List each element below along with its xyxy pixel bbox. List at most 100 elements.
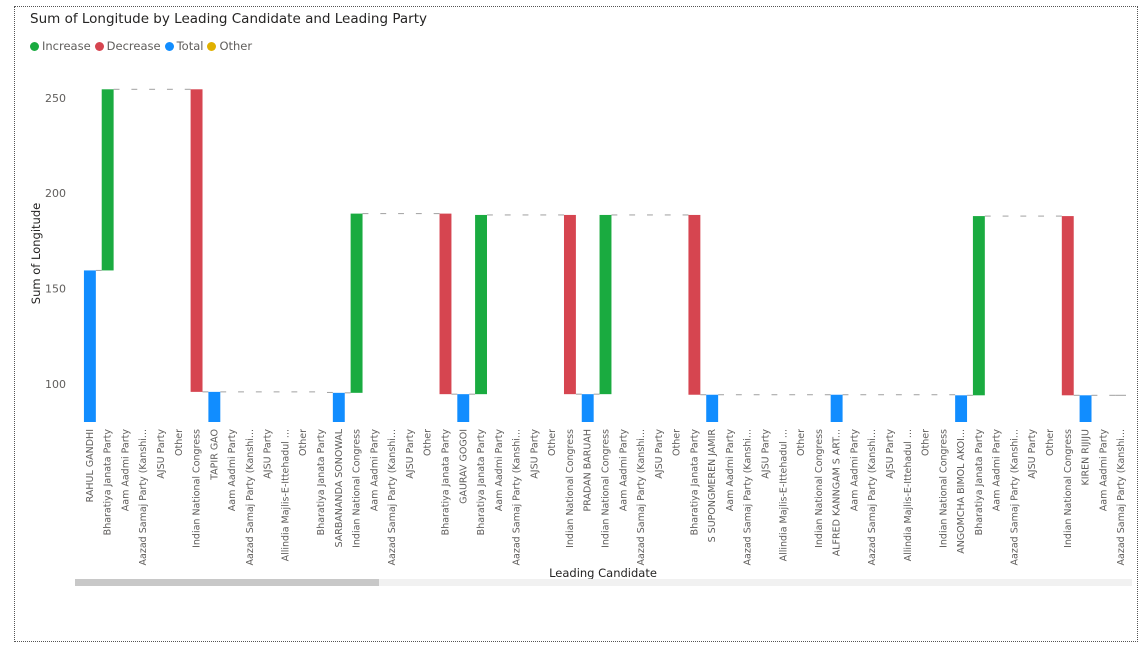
x-category-label: RAHUL GANDHI bbox=[85, 429, 96, 502]
x-category-label: Other bbox=[672, 429, 683, 456]
x-category-label: AJSU Party bbox=[1027, 429, 1038, 479]
x-category-label: Other bbox=[547, 429, 558, 456]
bar-total bbox=[706, 394, 719, 422]
x-category-label: Indian National Congress bbox=[352, 429, 363, 548]
x-category-label: AJSU Party bbox=[529, 429, 540, 479]
x-category-label: Indian National Congress bbox=[601, 429, 612, 548]
x-category-label: Bharatiya Janata Party bbox=[103, 429, 114, 536]
bar-increase bbox=[475, 214, 487, 395]
x-category-label: Bharatiya Janata Party bbox=[974, 429, 985, 536]
bar-total bbox=[955, 395, 968, 422]
bar-decrease bbox=[439, 213, 452, 395]
x-category-label: Aam Aadmi Party bbox=[849, 429, 860, 512]
legend-label-decrease: Decrease bbox=[106, 39, 161, 53]
x-category-label: AJSU Party bbox=[761, 429, 772, 479]
x-category-label: Aazad Samaj Party (Kanshi... bbox=[1116, 429, 1127, 565]
bar-total bbox=[83, 270, 96, 422]
bar-total bbox=[581, 394, 594, 422]
x-category-label: Indian National Congress bbox=[1063, 429, 1074, 548]
legend-dot-decrease-icon bbox=[94, 41, 104, 51]
x-category-label: Indian National Congress bbox=[938, 429, 949, 548]
bar-decrease bbox=[1061, 216, 1074, 396]
x-category-label: Aam Aadmi Party bbox=[992, 429, 1003, 512]
bar-total bbox=[208, 391, 221, 422]
x-category-label: Aazad Samaj Party (Kanshi... bbox=[138, 429, 149, 565]
x-category-label: Aam Aadmi Party bbox=[494, 429, 505, 512]
x-category-label: Aam Aadmi Party bbox=[120, 429, 131, 512]
visual-container bbox=[14, 6, 1138, 642]
legend-dot-increase-icon bbox=[30, 41, 39, 51]
x-category-label: Other bbox=[174, 429, 185, 456]
y-tick-label: 100 bbox=[45, 378, 66, 391]
x-category-label: Allindia Majlis-E-Ittehadul ... bbox=[903, 429, 914, 561]
bar-decrease bbox=[688, 214, 701, 395]
x-category-label: PRADAN BARUAH bbox=[583, 429, 594, 511]
x-category-label: AJSU Party bbox=[885, 429, 896, 479]
y-axis-title: Sum of Longitude bbox=[29, 203, 43, 304]
x-category-label: Bharatiya Janata Party bbox=[440, 429, 451, 536]
x-category-label: ANGOMCHA BIMOL AKOI... bbox=[956, 429, 967, 554]
legend-dot-total-icon bbox=[164, 41, 174, 51]
legend-item-other[interactable]: Other bbox=[207, 39, 252, 53]
x-category-label: Aazad Samaj Party (Kanshi... bbox=[245, 429, 256, 565]
x-category-label: Aazad Samaj Party (Kanshi... bbox=[636, 429, 647, 565]
x-category-label: Allindia Majlis-E-Ittehadul ... bbox=[778, 429, 789, 561]
bar-total bbox=[1079, 395, 1092, 422]
x-category-label: Aam Aadmi Party bbox=[227, 429, 238, 512]
x-category-label: KIREN RIJIJU bbox=[1081, 429, 1092, 486]
x-category-label: Bharatiya Janata Party bbox=[689, 429, 700, 536]
bar-total bbox=[457, 394, 470, 422]
x-category-label: Bharatiya Janata Party bbox=[316, 429, 327, 536]
legend-item-decrease[interactable]: Decrease bbox=[94, 39, 161, 53]
x-category-label: Allindia Majlis-E-Ittehadul ... bbox=[280, 429, 291, 561]
x-category-label: TAPIR GAO bbox=[209, 429, 220, 481]
horizontal-scrollbar-thumb[interactable] bbox=[75, 579, 379, 586]
legend-item-increase[interactable]: Increase bbox=[30, 39, 91, 53]
x-category-label: Other bbox=[921, 429, 932, 456]
bar-decrease bbox=[190, 89, 203, 392]
x-category-label: Indian National Congress bbox=[565, 429, 576, 548]
x-category-label: GAURAV GOGOI bbox=[458, 429, 469, 504]
legend-label-other: Other bbox=[219, 39, 253, 53]
chart-legend: Increase Decrease Total Other bbox=[30, 39, 256, 53]
x-category-label: Aazad Samaj Party (Kanshi... bbox=[1009, 429, 1020, 565]
legend-item-total[interactable]: Total bbox=[164, 39, 204, 53]
x-category-label: ALFRED KANNGAM S ART... bbox=[832, 429, 843, 556]
x-category-label: Aazad Samaj Party (Kanshi... bbox=[387, 429, 398, 565]
legend-label-total: Total bbox=[176, 39, 204, 53]
x-category-label: SARBANANDA SONOWAL bbox=[334, 428, 345, 547]
y-tick-label: 200 bbox=[45, 187, 66, 200]
bar-total bbox=[332, 392, 345, 422]
legend-label-increase: Increase bbox=[42, 39, 91, 53]
x-category-label: Aazad Samaj Party (Kanshi... bbox=[867, 429, 878, 565]
bar-total bbox=[830, 394, 843, 422]
x-category-label: Aam Aadmi Party bbox=[618, 429, 629, 512]
x-category-label: Aam Aadmi Party bbox=[725, 429, 736, 512]
x-category-label: AJSU Party bbox=[405, 429, 416, 479]
x-category-label: Aam Aadmi Party bbox=[1098, 429, 1109, 512]
y-tick-label: 150 bbox=[45, 283, 66, 296]
x-category-label: Other bbox=[796, 429, 807, 456]
x-category-label: Indian National Congress bbox=[814, 429, 825, 548]
bar-decrease bbox=[563, 214, 576, 395]
x-category-label: Other bbox=[1045, 429, 1056, 456]
bar-increase bbox=[350, 213, 363, 393]
x-category-label: Aazad Samaj Party (Kanshi... bbox=[512, 429, 523, 565]
x-category-label: Other bbox=[298, 429, 309, 456]
bar-increase bbox=[599, 214, 612, 395]
x-category-label: AJSU Party bbox=[263, 429, 274, 479]
x-category-label: Indian National Congress bbox=[192, 429, 203, 548]
x-category-label: Aam Aadmi Party bbox=[369, 429, 380, 512]
legend-dot-other-icon bbox=[207, 41, 217, 51]
bar-increase bbox=[101, 89, 114, 271]
horizontal-scrollbar-track[interactable] bbox=[75, 579, 1132, 586]
x-category-label: Other bbox=[423, 429, 434, 456]
bar-increase bbox=[972, 216, 985, 396]
x-category-label: Aazad Samaj Party (Kanshi... bbox=[743, 429, 754, 565]
chart-title: Sum of Longitude by Leading Candidate an… bbox=[30, 11, 427, 27]
x-category-label: AJSU Party bbox=[654, 429, 665, 479]
x-category-label: AJSU Party bbox=[156, 429, 167, 479]
x-axis-title: Leading Candidate bbox=[549, 566, 657, 580]
x-category-label: S SUPONGMEREN JAMIR bbox=[707, 429, 718, 543]
